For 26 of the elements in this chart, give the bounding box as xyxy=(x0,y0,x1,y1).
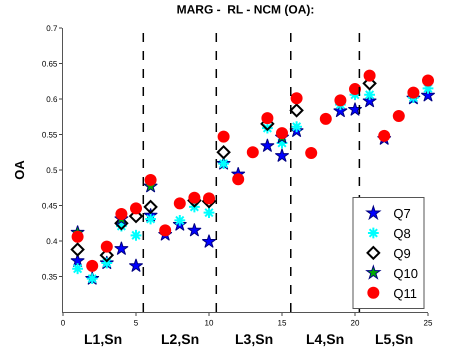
y-axis-title: OA xyxy=(12,160,27,180)
x-tick-label: 15 xyxy=(278,318,287,328)
text: L4,Sn xyxy=(306,331,344,347)
text: L5,Sn xyxy=(375,331,414,347)
legend-label: Q7 xyxy=(393,206,411,222)
x-tick-label: 25 xyxy=(424,318,433,328)
x-tick-label: 20 xyxy=(350,318,360,328)
legend-label: Q9 xyxy=(393,246,411,261)
y-tick-label: 0.65 xyxy=(42,59,58,68)
y-tick-label: 0.35 xyxy=(42,272,58,282)
y-tick-label: 0.4 xyxy=(46,236,58,246)
legend-label: Q11 xyxy=(393,286,417,301)
y-tick-label: 0.45 xyxy=(42,201,58,210)
x-tick-label: 5 xyxy=(134,318,139,328)
y-tick-label: 0.55 xyxy=(42,130,58,140)
y-tick-label: 0.6 xyxy=(46,94,58,104)
text: L2,Sn xyxy=(161,331,200,347)
y-tick-label: 0.7 xyxy=(46,24,58,33)
legend-label: Q10 xyxy=(393,266,418,281)
chart-title: MARG - RL - NCM (OA): xyxy=(176,2,314,17)
text: L3,Sn xyxy=(235,331,274,347)
x-tick-label: 0 xyxy=(60,318,66,328)
legend-label: Q8 xyxy=(393,226,411,242)
text: L1,Sn xyxy=(84,331,122,347)
y-tick-label: 0.5 xyxy=(46,166,58,175)
x-tick-label: 10 xyxy=(204,318,214,328)
